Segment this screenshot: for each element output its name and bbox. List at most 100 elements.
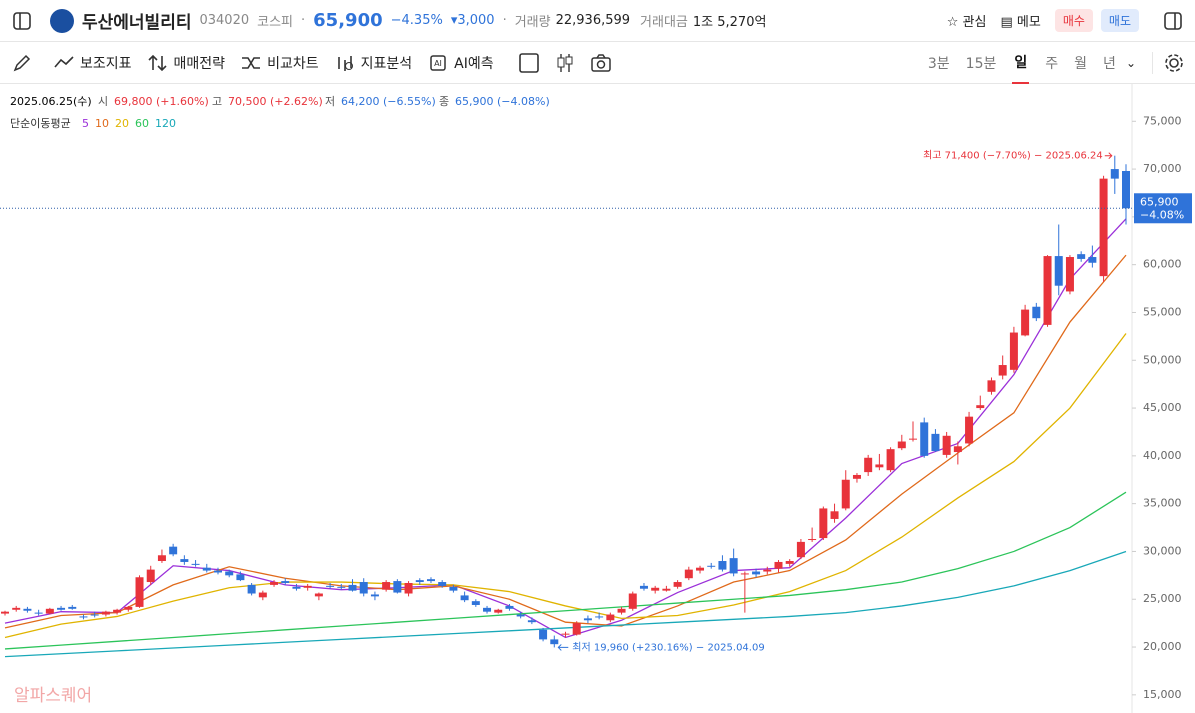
period[interactable]: 15분 [965, 55, 997, 72]
candle-body [79, 616, 88, 618]
candle-body [740, 573, 749, 575]
chart: 2025.06.25(수) 시 69,800 (+1.60%) 고 70,500… [0, 84, 1192, 713]
tool-label: 지표분석 [360, 55, 413, 72]
favorite-button[interactable]: ☆ 관심 [946, 15, 987, 30]
candle-body [157, 555, 166, 562]
logo [50, 8, 74, 33]
y-tick-label: 30,000 [1143, 544, 1182, 557]
candle-body [595, 616, 604, 618]
candle-body [651, 587, 660, 591]
memo-label: 메모 [1016, 15, 1041, 30]
candle-body [68, 606, 77, 609]
candle-body [539, 629, 548, 640]
candle-body [191, 563, 200, 565]
legend-item: 20 [115, 117, 129, 130]
candle-body [796, 541, 805, 558]
candle-body [1009, 332, 1018, 370]
candle-body [169, 546, 178, 555]
buy-button[interactable]: 매수 [1054, 9, 1093, 32]
candle-body [909, 438, 918, 440]
candle-body [124, 606, 133, 610]
candle-body [1122, 170, 1130, 209]
favorite-label: 관심 [962, 15, 987, 30]
toolbar: 보조지표 매매전략 비교차트 지표분석 AI AI예측 3분 15분 일 주 월 … [0, 42, 1195, 84]
candle-body [1077, 254, 1086, 259]
candle-body [337, 586, 346, 588]
candle-body [135, 577, 144, 607]
stock-code: 034020 [199, 13, 250, 28]
svg-text:AI: AI [434, 59, 442, 68]
draw-icon[interactable] [12, 53, 32, 73]
candle-body [684, 569, 693, 579]
settings-icon[interactable] [1152, 51, 1185, 74]
watermark: 알파스퀘어 [14, 686, 92, 706]
candle-body [1043, 256, 1052, 325]
candle-body [875, 464, 884, 468]
candle-body [382, 582, 391, 590]
period-active[interactable]: 일 [1012, 42, 1030, 84]
candle-body [180, 559, 189, 562]
layout-icon[interactable] [518, 52, 540, 74]
candle-body [527, 620, 536, 623]
candle-body [583, 618, 592, 621]
candle-body [23, 608, 32, 611]
candle-body [886, 449, 895, 471]
tool-label: 보조지표 [80, 55, 132, 72]
candle-body [113, 609, 122, 613]
last-change-label: −4.08% [1140, 208, 1184, 221]
stock-name: 두산에너빌리티 [82, 13, 192, 33]
candle-body [1110, 169, 1119, 179]
y-tick-label: 25,000 [1143, 592, 1182, 605]
candle-body [236, 574, 245, 581]
candle-body [808, 539, 817, 541]
candle-body [696, 567, 705, 571]
period-dropdown[interactable]: ⌄ [1125, 55, 1136, 70]
candle-body [976, 405, 985, 409]
candle-body [673, 582, 682, 587]
info-low: 64,200 (−6.55%) [341, 95, 436, 108]
candle-body [864, 457, 873, 473]
memo-button[interactable]: ▤ 메모 [1000, 15, 1041, 30]
y-tick-label: 55,000 [1143, 305, 1182, 318]
tool-ai[interactable]: AI AI예측 [428, 53, 494, 73]
candle-icon[interactable] [554, 52, 576, 74]
candle-body [213, 570, 222, 573]
candle-body [34, 612, 43, 614]
candle-body [426, 579, 435, 582]
arrow [1104, 152, 1113, 160]
candle-body [258, 592, 267, 598]
sidebar-icon[interactable] [12, 11, 32, 31]
candle-body [662, 588, 671, 591]
y-tick-label: 70,000 [1143, 162, 1182, 175]
sell-button[interactable]: 매도 [1100, 9, 1139, 32]
y-tick-label: 45,000 [1143, 401, 1182, 414]
y-tick-label: 35,000 [1143, 497, 1182, 510]
high-annotation: 최고 71,400 (−7.70%) − 2025.06.24 [923, 150, 1103, 162]
tool-compare[interactable]: 비교차트 [241, 53, 319, 73]
candle-body [942, 435, 951, 455]
candle-body [561, 633, 570, 635]
candle-body [774, 561, 783, 569]
candle-body [785, 561, 794, 564]
tool-indicator[interactable]: 보조지표 [54, 53, 132, 73]
candle-body [617, 608, 626, 613]
candle-body [449, 586, 458, 591]
y-tick-label: 40,000 [1143, 449, 1182, 462]
camera-icon[interactable] [590, 52, 612, 74]
period[interactable]: 3분 [927, 55, 950, 72]
period[interactable]: 월 [1074, 55, 1088, 72]
tool-label: 매매전략 [173, 55, 226, 72]
panel-icon[interactable] [1163, 11, 1183, 31]
candle-body [819, 508, 828, 539]
candle-body [550, 639, 559, 645]
price: 65,900 [313, 10, 383, 31]
candle-body [1099, 178, 1108, 277]
candle-body [57, 607, 66, 610]
candle-body [460, 595, 469, 601]
volume-label: 거래량 [514, 15, 551, 30]
tool-strategy[interactable]: 매매전략 [147, 53, 226, 73]
period[interactable]: 주 [1045, 55, 1059, 72]
tool-analysis[interactable]: 지표분석 [335, 53, 413, 73]
period[interactable]: 년 [1103, 55, 1116, 72]
